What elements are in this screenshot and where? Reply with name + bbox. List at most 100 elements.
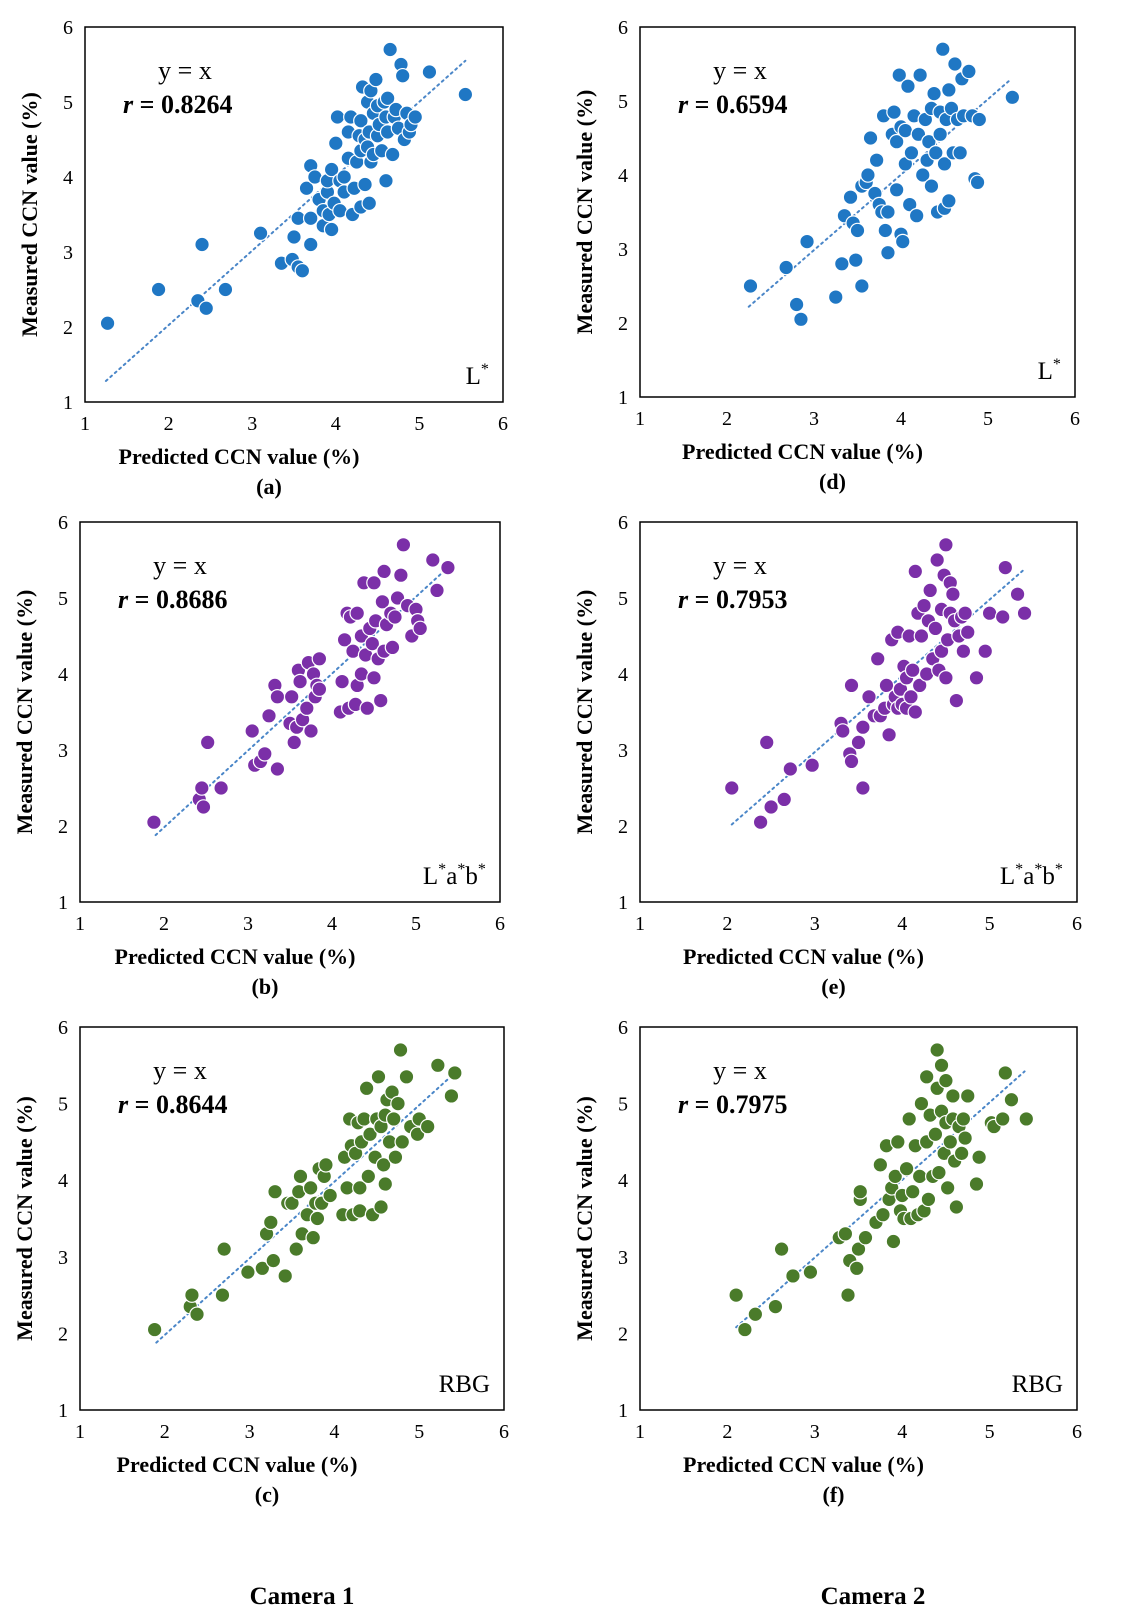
data-point — [412, 620, 428, 637]
data-point — [387, 609, 403, 625]
x-axis-label: Predicted CCN value (%) — [682, 439, 923, 464]
data-point — [262, 1214, 279, 1231]
data-point — [217, 281, 234, 298]
data-point — [394, 67, 411, 84]
variable-label-part: L — [1038, 358, 1053, 385]
data-point — [911, 677, 928, 694]
data-point — [361, 195, 378, 212]
data-point — [302, 1180, 319, 1196]
data-point — [923, 178, 940, 194]
data-point — [362, 1126, 378, 1143]
plot-area-frame — [639, 521, 1078, 903]
data-point — [855, 780, 871, 796]
equation-label: y = x — [713, 1056, 767, 1085]
panel-label: (d) — [819, 469, 846, 494]
data-point — [890, 1134, 906, 1150]
panel-e: 1 2 3 4 5 6 1 2 3 4 5 6 Predicted CCN value (%) Measu… — [572, 512, 1082, 999]
r-value: 0.7953 — [716, 585, 788, 614]
x-tick-label: 2 — [159, 913, 169, 935]
y-tick-label: 6 — [618, 17, 628, 39]
data-point — [897, 122, 914, 139]
y-axis-label: Measured CCN value (%) — [572, 90, 597, 335]
data-point — [931, 1164, 947, 1181]
data-point — [888, 182, 905, 198]
panel-a: 1 2 3 4 5 6 1 2 3 4 5 6 Predicted CCN value (%) Measu… — [17, 17, 508, 499]
x-tick-label: 1 — [80, 413, 90, 435]
data-point — [971, 1149, 987, 1166]
data-point — [914, 167, 931, 183]
variable-label: L* a* b* — [423, 861, 486, 890]
y-axis-label: Measured CCN value (%) — [12, 1096, 37, 1341]
data-point — [920, 1191, 937, 1208]
data-point — [311, 681, 328, 697]
correlation-label: r = 0.8264 — [123, 90, 232, 119]
data-point — [869, 650, 886, 667]
data-point — [737, 1321, 753, 1338]
variable-label: RBG — [1012, 1371, 1063, 1398]
data-point — [773, 1241, 790, 1257]
data-point — [395, 536, 412, 553]
r-equals: = — [688, 90, 716, 119]
x-axis-label: Predicted CCN value (%) — [683, 944, 924, 969]
r-symbol: r — [123, 90, 134, 119]
data-point — [918, 1068, 935, 1085]
data-point — [957, 605, 973, 621]
data-point — [349, 605, 365, 621]
data-point — [799, 233, 815, 250]
data-point — [1018, 1111, 1035, 1127]
y-tick-label: 3 — [618, 239, 628, 261]
panel-label: (e) — [821, 974, 845, 999]
data-point — [934, 41, 951, 57]
data-point — [303, 723, 319, 739]
data-point — [286, 229, 302, 245]
y-tick-label: 2 — [618, 816, 628, 838]
variable-label-superscript: * — [1055, 861, 1063, 878]
data-point — [945, 1088, 961, 1104]
x-tick-label: 6 — [1070, 408, 1080, 430]
x-axis-label: Predicted CCN value (%) — [115, 944, 356, 969]
y-axis-label: Measured CCN value (%) — [572, 1096, 597, 1341]
data-point — [952, 145, 968, 161]
data-point — [240, 1264, 256, 1280]
data-point — [854, 278, 870, 294]
r-symbol: r — [678, 90, 689, 119]
data-point — [938, 669, 954, 686]
data-point — [322, 1187, 338, 1204]
y-tick-label: 5 — [58, 1094, 68, 1116]
data-point — [382, 41, 398, 58]
data-point — [329, 109, 346, 125]
data-point — [938, 536, 954, 553]
data-point — [723, 780, 740, 796]
y-tick-label: 5 — [618, 1094, 628, 1116]
x-tick-label: 6 — [499, 1421, 509, 1443]
data-point — [198, 300, 215, 317]
data-point — [888, 133, 905, 150]
x-tick-label: 3 — [810, 1421, 820, 1443]
x-tick-label: 4 — [896, 408, 906, 430]
data-point — [848, 1260, 865, 1277]
x-tick-label: 4 — [329, 1421, 339, 1443]
data-point — [327, 135, 344, 152]
y-tick-label: 2 — [618, 1323, 628, 1345]
data-point — [852, 1183, 869, 1200]
data-point — [378, 172, 394, 189]
y-tick-label: 6 — [58, 1017, 68, 1039]
r-value: 0.8686 — [156, 585, 228, 614]
data-point — [901, 1111, 917, 1127]
data-point — [390, 1095, 406, 1112]
data-point — [840, 1287, 856, 1303]
data-point — [763, 799, 779, 815]
data-point — [387, 1149, 404, 1166]
x-axis-label: Predicted CCN value (%) — [117, 1452, 358, 1477]
r-equals: = — [688, 1090, 716, 1119]
variable-label-part: L — [466, 363, 481, 390]
y-tick-label: 5 — [618, 91, 628, 113]
data-point — [1009, 586, 1026, 602]
data-point — [847, 252, 864, 268]
data-point — [855, 719, 871, 735]
y-tick-label: 3 — [618, 740, 628, 762]
data-point — [793, 311, 809, 328]
data-point — [254, 1260, 271, 1277]
data-point — [336, 631, 353, 648]
equation-label: y = x — [713, 56, 767, 85]
